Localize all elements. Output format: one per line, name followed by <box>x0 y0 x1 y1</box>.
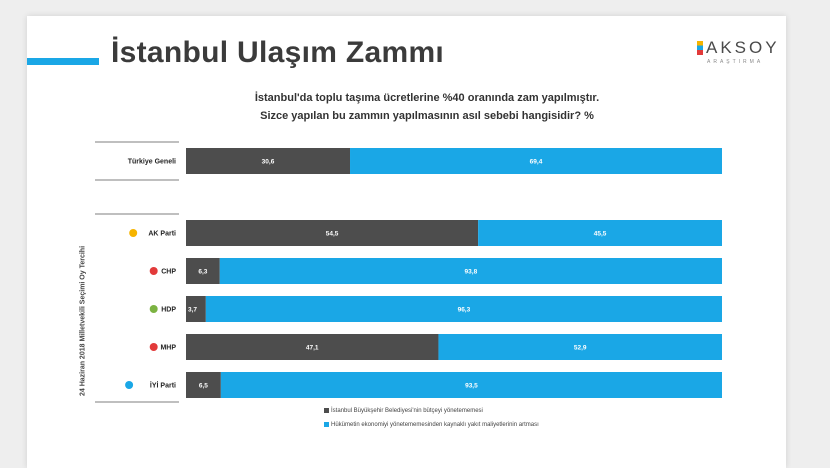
bar-segment-series2 <box>219 258 722 284</box>
bar-segment-series2 <box>220 372 722 398</box>
title-accent-bar <box>27 58 99 65</box>
question-line-2: Sizce yapılan bu zammın yapılmasının ası… <box>260 110 594 122</box>
legend-swatch-1 <box>324 408 329 413</box>
logo-subtext: ARAŞTIRMA <box>707 59 764 65</box>
question-line-1: İstanbul'da toplu taşıma ücretlerine %40… <box>254 92 600 104</box>
chp-logo-icon <box>149 267 158 275</box>
mhp-logo-icon <box>149 343 158 351</box>
logo-mark-icon <box>697 41 703 55</box>
bar-segment-series2 <box>205 296 722 322</box>
bar-segment-series1 <box>186 334 439 360</box>
data-label-series2: 52,9 <box>574 345 587 352</box>
hdp-logo-icon <box>149 305 158 313</box>
bar-segment-series1 <box>186 148 351 174</box>
data-label-series1: 3,7 <box>188 307 197 314</box>
iyi-parti-logo-icon <box>125 381 134 389</box>
data-label-series1: 47,1 <box>306 345 319 352</box>
slide: İstanbul Ulaşım Zammı AKSOY ARAŞTIRMA İs… <box>27 16 786 468</box>
data-label-series2: 96,3 <box>458 307 471 314</box>
legend-item-2: Hükümetin ekonomiyi yönetememesinden kay… <box>324 422 539 428</box>
data-label-series2: 93,5 <box>465 383 478 390</box>
legend-label-1: İstanbul Büyükşehir Belediyesi'nin bütçe… <box>331 408 483 415</box>
category-label: İYİ Parti <box>150 382 176 390</box>
legend-item-1: İstanbul Büyükşehir Belediyesi'nin bütçe… <box>324 408 483 414</box>
akparti-logo-icon <box>129 229 138 237</box>
bar-segment-series1 <box>186 372 221 398</box>
bar-segment-series1 <box>186 220 479 246</box>
category-label: HDP <box>161 307 176 314</box>
bar-segment-series2 <box>478 220 722 246</box>
data-label-series2: 69,4 <box>530 159 543 166</box>
category-label: AK Parti <box>148 231 176 238</box>
data-label-series1: 6,5 <box>199 383 208 390</box>
data-label-series2: 93,8 <box>465 269 478 276</box>
data-label-series2: 45,5 <box>594 231 607 238</box>
legend-label-2: Hükümetin ekonomiyi yönetememesinden kay… <box>331 422 539 429</box>
category-label: MHP <box>160 345 176 352</box>
bar-segment-series1 <box>186 258 220 284</box>
bar-segment-series1 <box>186 296 206 322</box>
data-label-series1: 30,6 <box>262 159 275 166</box>
page-title: İstanbul Ulaşım Zammı <box>111 36 445 69</box>
bar-segment-series2 <box>438 334 722 360</box>
data-label-series1: 6,3 <box>198 269 207 276</box>
legend-swatch-2 <box>324 422 329 427</box>
stacked-bar-chart: 30,6 69,4 Türkiye Geneli 54,5 45,5 AK Parti 6,… <box>95 141 722 403</box>
data-label-series1: 54,5 <box>326 231 339 238</box>
bar-segment-series2 <box>350 148 722 174</box>
category-label: CHP <box>161 269 176 276</box>
aksoy-logo: AKSOY ARAŞTIRMA <box>697 38 777 68</box>
category-label: Türkiye Geneli <box>128 159 176 166</box>
logo-text: AKSOY <box>706 38 780 57</box>
